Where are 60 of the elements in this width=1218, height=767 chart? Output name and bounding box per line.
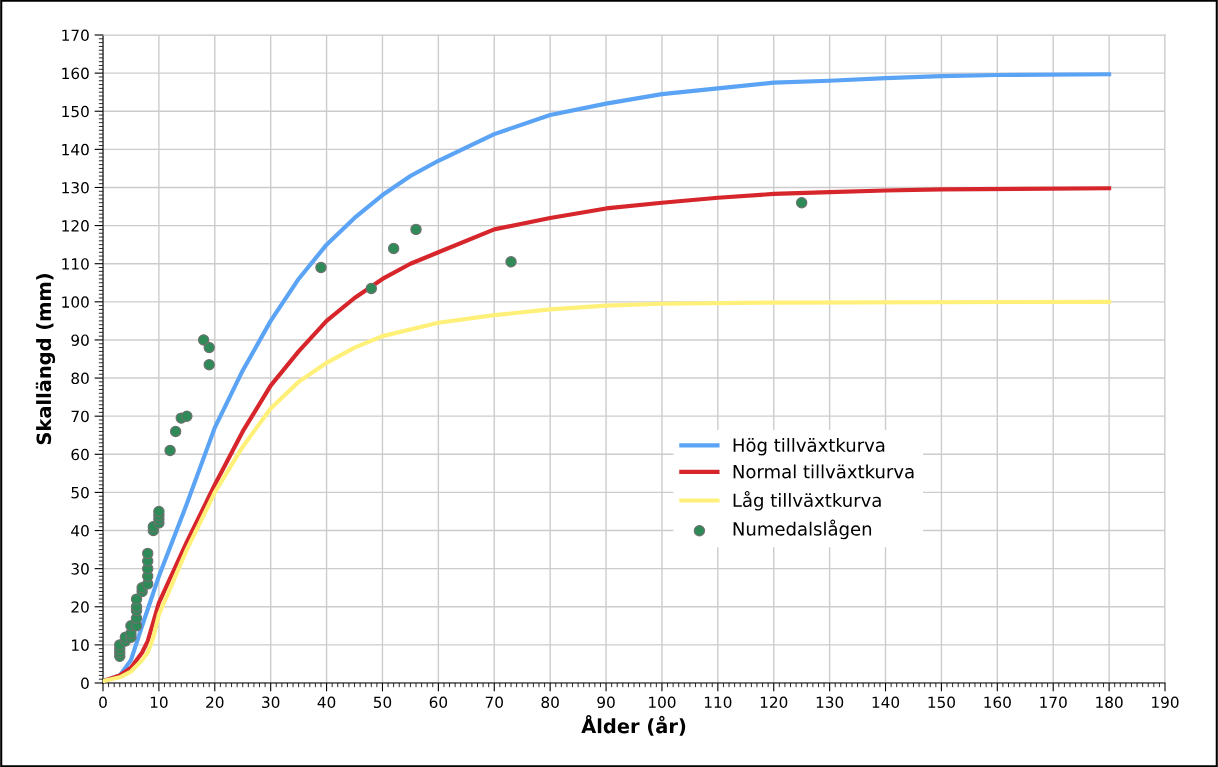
x-tick-label: 70 xyxy=(485,696,503,709)
x-tick-label: 110 xyxy=(704,696,732,709)
point xyxy=(795,197,808,209)
point xyxy=(130,593,143,605)
point xyxy=(505,256,517,268)
point xyxy=(164,444,176,457)
x-tick-label: 130 xyxy=(816,696,844,709)
x-tick-label: 140 xyxy=(872,696,900,709)
y-tick-label: 150 xyxy=(62,105,89,118)
x-tick-label: 80 xyxy=(541,696,559,709)
legend-label: Normal tillväxtkurva xyxy=(733,464,914,479)
y-tick-label: 80 xyxy=(71,372,89,385)
y-tick-label: 40 xyxy=(71,524,89,537)
x-tick-label: 90 xyxy=(597,696,615,709)
legend-label: Hög tillväxtkurva xyxy=(733,437,885,456)
x-tick-label: 40 xyxy=(317,696,336,709)
x-tick-label: 100 xyxy=(649,696,676,709)
x-tick-label: 0 xyxy=(99,696,107,709)
y-tick-label: 70 xyxy=(71,410,89,423)
y-tick-label: 160 xyxy=(62,67,89,80)
y-tick-label: 120 xyxy=(62,220,89,232)
x-tick-label: 170 xyxy=(1040,696,1067,709)
point xyxy=(203,341,215,354)
legend-label: Numedalslågen xyxy=(733,519,872,540)
x-tick-label: 120 xyxy=(760,696,788,709)
legend-label: Låg tillväxtkurva xyxy=(733,490,881,511)
x-axis-title: Ålder (år) xyxy=(581,715,686,736)
x-tick-label: 30 xyxy=(262,696,280,709)
x-tick-label: 150 xyxy=(928,696,955,709)
y-tick-label: 60 xyxy=(71,448,89,461)
x-tick-label: 50 xyxy=(373,696,392,709)
y-tick-label: 110 xyxy=(62,258,89,270)
point xyxy=(410,223,422,236)
y-tick-label: 20 xyxy=(71,601,89,613)
x-tick-label: 20 xyxy=(206,696,224,709)
x-tick-label: 190 xyxy=(1152,696,1179,709)
point xyxy=(142,547,154,560)
y-tick-label: 90 xyxy=(71,334,89,346)
y-tick-label: 0 xyxy=(81,677,89,690)
point xyxy=(181,410,193,422)
y-tick-label: 30 xyxy=(71,563,89,575)
point xyxy=(315,261,327,274)
x-tick-label: 10 xyxy=(150,696,168,709)
x-tick-label: 60 xyxy=(429,696,448,709)
x-tick-label: 160 xyxy=(984,696,1011,709)
point xyxy=(203,359,215,371)
point xyxy=(387,242,400,255)
x-tick-label: 180 xyxy=(1096,696,1123,709)
y-axis-title: Skallängd (mm) xyxy=(35,274,56,445)
line-series xyxy=(103,299,1112,683)
y-tick-label: 100 xyxy=(62,296,89,308)
y-tick-label: 140 xyxy=(62,143,89,156)
y-tick-label: 130 xyxy=(62,181,89,194)
point xyxy=(153,505,165,518)
point xyxy=(169,425,182,438)
y-tick-label: 50 xyxy=(71,486,89,499)
point xyxy=(365,282,377,295)
y-tick-label: 10 xyxy=(72,639,89,651)
point xyxy=(197,334,210,346)
y-tick-label: 170 xyxy=(62,29,89,42)
